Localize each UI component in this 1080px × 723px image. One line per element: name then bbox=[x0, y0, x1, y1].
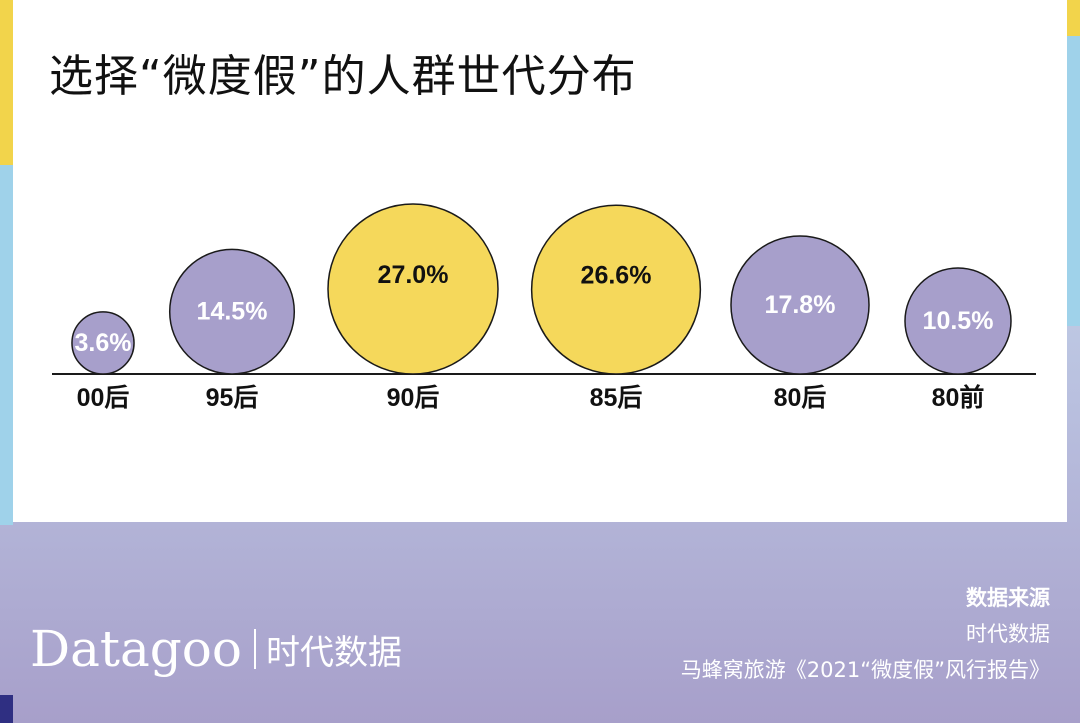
left-navy-accent bbox=[0, 695, 13, 723]
data-label: 17.8% bbox=[765, 291, 836, 319]
data-source: 数据来源 时代数据 马蜂窝旅游《2021“微度假”风行报告》 bbox=[681, 580, 1050, 688]
category-label: 85后 bbox=[590, 384, 643, 412]
category-label: 95后 bbox=[206, 384, 259, 412]
bubble-80前 bbox=[904, 267, 1012, 375]
bubble-80后 bbox=[730, 235, 870, 375]
bubble-chart: 3.6% 00后 14.5% 95后 27.0% 90后 26.6% 85后 17.8% 80后 1… bbox=[52, 203, 1036, 412]
brand-chinese-name: 时代数据 bbox=[266, 632, 403, 673]
bubble-00后 bbox=[71, 311, 135, 375]
data-label: 10.5% bbox=[923, 307, 994, 335]
data-label: 14.5% bbox=[197, 298, 268, 326]
bubble-95后 bbox=[168, 248, 296, 375]
bubble-90后 bbox=[327, 203, 499, 375]
category-label: 00后 bbox=[77, 384, 130, 412]
right-yellow-accent bbox=[1067, 0, 1080, 36]
category-label: 80后 bbox=[774, 384, 827, 412]
chart-card: 选择“微度假”的人群世代分布 3.6% 00后 14.5% 95后 27.0% 90后 26… bbox=[13, 0, 1067, 522]
right-blue-accent bbox=[1067, 36, 1080, 326]
brand-separator bbox=[254, 629, 257, 669]
data-label: 26.6% bbox=[581, 262, 652, 290]
data-label: 27.0% bbox=[378, 261, 449, 289]
brand-name: Datagoo bbox=[30, 620, 243, 678]
bubble-85后 bbox=[530, 204, 702, 375]
category-label: 90后 bbox=[387, 384, 440, 412]
source-line: 马蜂窝旅游《2021“微度假”风行报告》 bbox=[680, 658, 1050, 682]
source-title: 数据来源 bbox=[966, 586, 1050, 610]
source-line: 时代数据 bbox=[966, 622, 1050, 646]
left-yellow-accent bbox=[0, 0, 13, 165]
data-label: 3.6% bbox=[75, 329, 132, 357]
footer: Datagoo 时代数据 数据来源 时代数据 马蜂窝旅游《2021“微度假”风行… bbox=[0, 522, 1080, 723]
brand-logo: Datagoo 时代数据 bbox=[30, 620, 402, 678]
left-blue-accent bbox=[0, 165, 13, 525]
chart-title: 选择“微度假”的人群世代分布 bbox=[49, 51, 637, 102]
category-label: 80前 bbox=[932, 383, 985, 412]
